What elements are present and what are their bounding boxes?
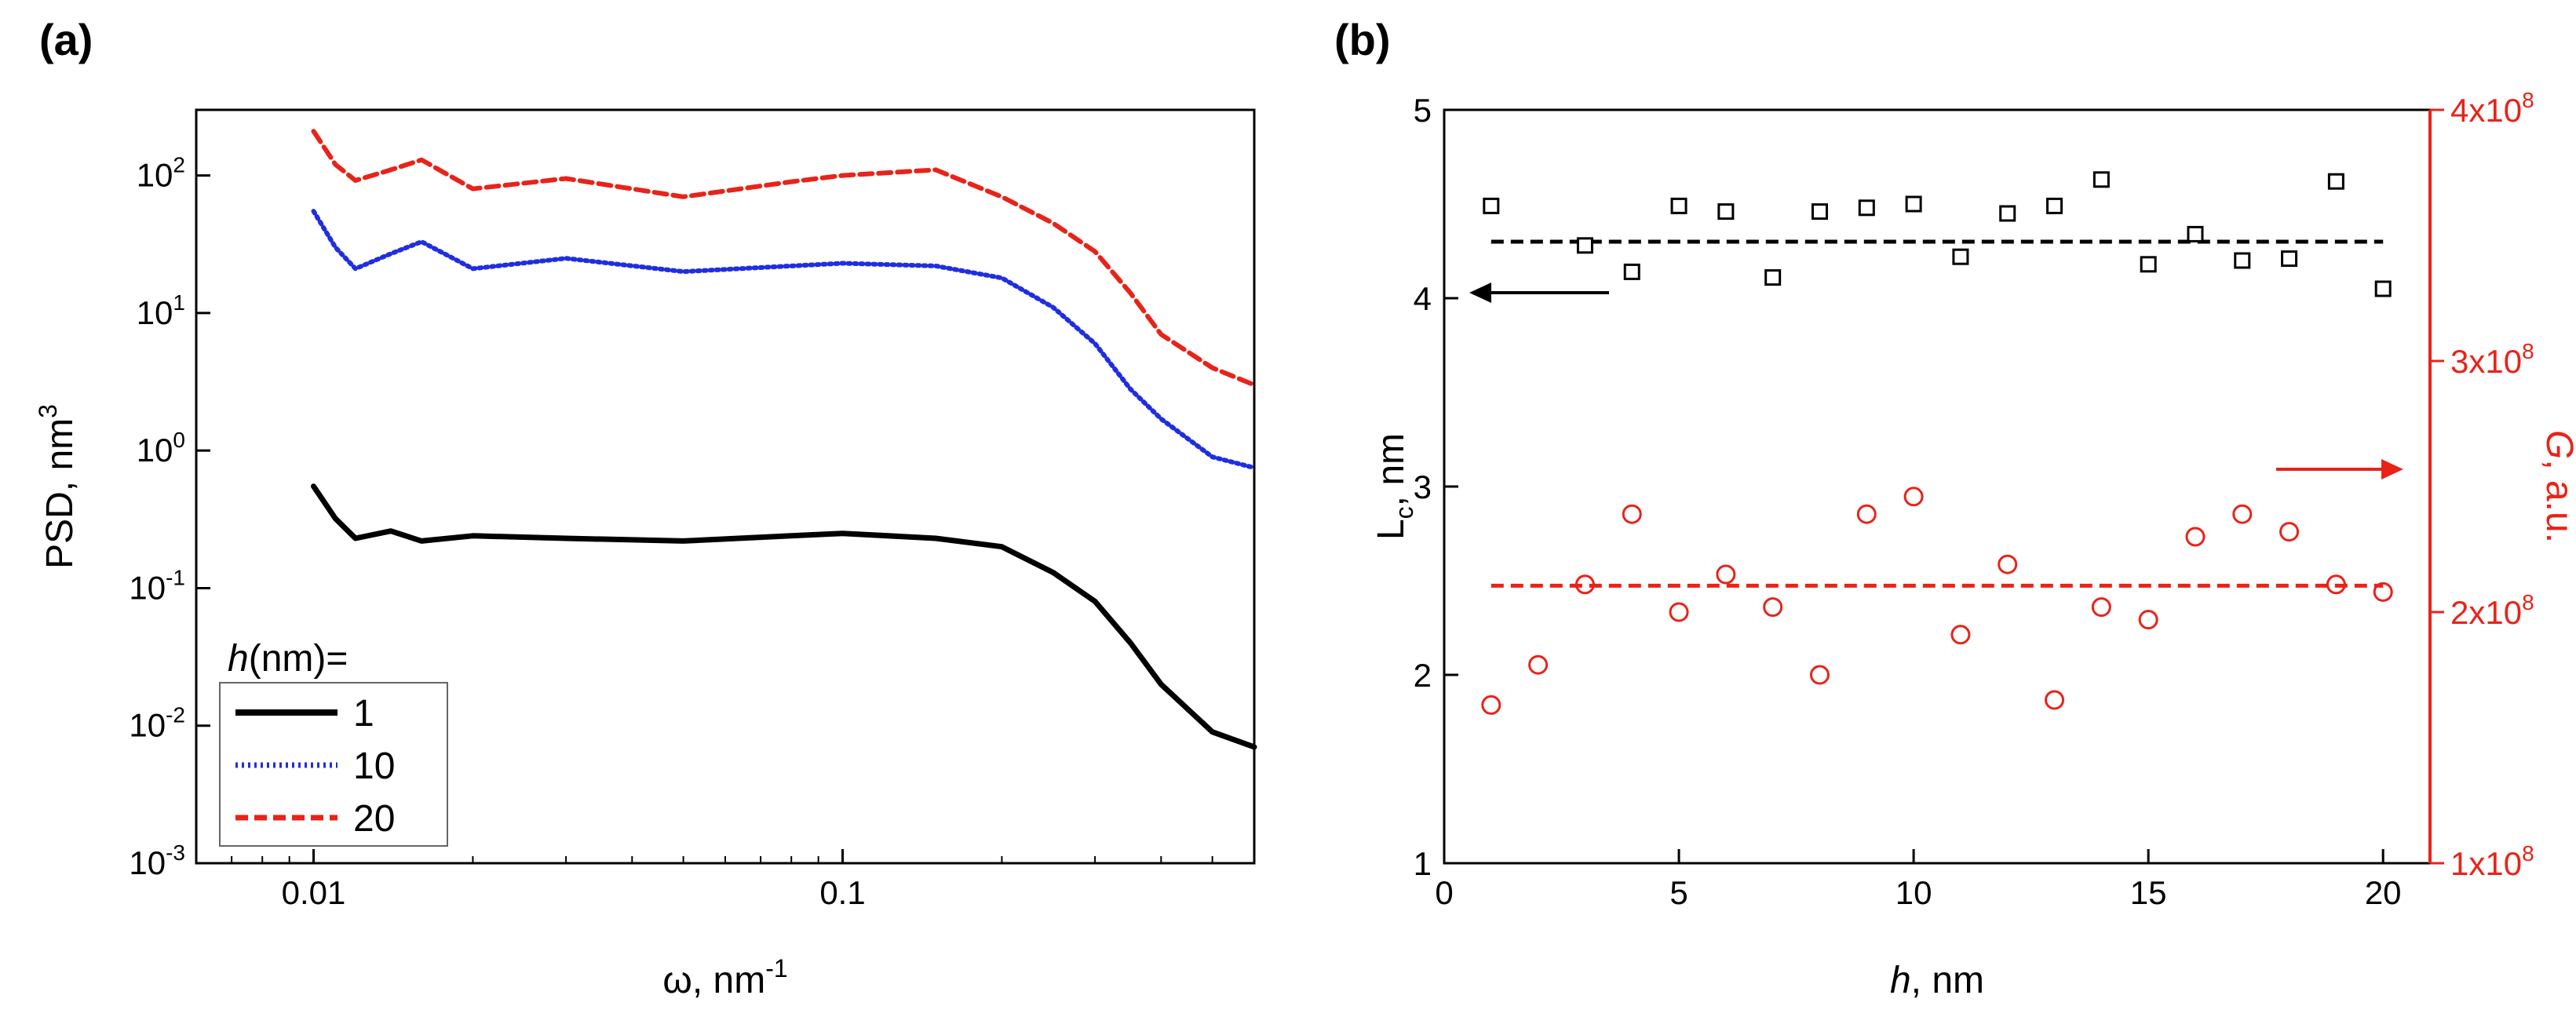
panel-a-y-tick-label: 101 [137, 290, 185, 331]
g-point [1809, 665, 1830, 685]
g-point [1856, 504, 1877, 524]
panel-a-x-axis-title: ω, nm-1 [662, 954, 787, 1001]
lc-point [2374, 280, 2392, 297]
panel-a-y-axis-title: PSD, nm3 [34, 404, 81, 569]
panel-b-x-axis-title: h, nm [1890, 960, 1984, 1001]
lc-point [1483, 197, 1500, 214]
lc-point [2140, 256, 2157, 273]
panel-b-left-tick-label: 5 [1414, 92, 1432, 129]
lc-point [1952, 248, 1969, 265]
g-point [2279, 522, 2300, 542]
legend-label-h1: 1 [353, 693, 374, 735]
panel-b-right-tick-label: 2x108 [2450, 590, 2534, 631]
panel-b-left-axis-title: Lc, nm [1370, 433, 1418, 540]
legend-label-h20: 20 [353, 798, 395, 840]
g-point [2045, 690, 2065, 710]
panel-b-left-tick-label: 2 [1414, 657, 1432, 694]
lc-point [2187, 225, 2204, 242]
legend-label-h10: 10 [353, 745, 395, 787]
panel-b-left-tick-label: 4 [1414, 280, 1432, 317]
psd-series-h20 [311, 129, 1257, 388]
g-point [1716, 564, 1736, 585]
lc-point [2327, 173, 2344, 190]
panel-a-y-tick-label: 10-3 [129, 840, 185, 881]
g-point [2138, 610, 2158, 630]
psd-series-h1 [311, 483, 1257, 750]
panel-a-label: (a) [39, 15, 93, 64]
lc-point [1905, 195, 1922, 213]
panel-b-left-tick-label: 3 [1414, 468, 1432, 505]
panel-a-y-tick-label: 102 [137, 153, 185, 194]
panel-b: (b) 0 5 10 15 20 1 2 3 4 5 1x108 2x108 3x108 4x108 Lc… [1334, 15, 2576, 1001]
panel-a-x-tick-label: 0.01 [282, 874, 346, 911]
g-point [2326, 574, 2346, 595]
g-right-arrow [2276, 459, 2403, 479]
panel-b-x-tick-label: 10 [1896, 874, 1932, 911]
g-point [2185, 527, 2206, 547]
panel-b-x-tick-label: 5 [1669, 874, 1688, 911]
panel-b-right-tick-label: 4x108 [2450, 88, 2534, 129]
lc-point [2093, 171, 2110, 188]
panel-b-right-axis-title: G, a.u. [2538, 430, 2576, 543]
panel-a-y-tick-label: 10-1 [129, 565, 185, 606]
lc-point [2281, 250, 2298, 268]
lc-point [2234, 252, 2251, 269]
g-point [1763, 597, 1783, 618]
g-point [1903, 487, 1924, 507]
g-point [2373, 581, 2393, 602]
panel-b-label: (b) [1334, 15, 1391, 64]
g-point [1669, 602, 1689, 622]
legend-box [219, 682, 448, 847]
lc-point [1858, 199, 1875, 217]
g-point [1950, 625, 1971, 645]
lc-point [1623, 263, 1640, 280]
lc-point [1811, 203, 1828, 221]
panel-b-right-tick-label: 3x108 [2450, 339, 2534, 380]
lc-point [1670, 197, 1688, 214]
g-point [1998, 554, 2018, 574]
panel-b-right-tick-label: 1x108 [2450, 841, 2534, 882]
lc-point [1764, 269, 1782, 286]
g-point [1622, 504, 1642, 524]
g-point [1528, 654, 1549, 675]
panel-a-series-layer [311, 129, 1257, 750]
panel-a-legend: h(nm)= 1 10 20 [219, 638, 448, 847]
g-point [1574, 574, 1595, 595]
panel-b-x-tick-label: 0 [1435, 874, 1453, 911]
lc-point [1576, 237, 1593, 254]
lc-point [1999, 205, 2016, 222]
panel-b-ticks: 0 5 10 15 20 1 2 3 4 5 1x108 2x108 3x108 4x108 [1414, 88, 2534, 911]
panel-b-x-tick-label: 15 [2130, 874, 2167, 911]
g-point [2091, 597, 2111, 618]
psd-series-h10 [311, 209, 1257, 471]
lc-left-arrow [1469, 283, 1609, 303]
panel-b-x-tick-label: 20 [2365, 874, 2402, 911]
lc-point [2046, 197, 2063, 214]
g-point [2232, 504, 2253, 524]
panel-a-y-tick-label: 100 [137, 428, 185, 468]
panel-a-x-tick-label: 0.1 [819, 874, 865, 911]
panel-b-series-layer [1481, 171, 2393, 715]
panel-a-y-tick-label: 10-2 [129, 703, 185, 744]
lc-point [1717, 203, 1735, 221]
panel-b-left-tick-label: 1 [1414, 845, 1432, 882]
g-point [1481, 694, 1501, 715]
legend-title: h(nm)= [228, 638, 348, 680]
